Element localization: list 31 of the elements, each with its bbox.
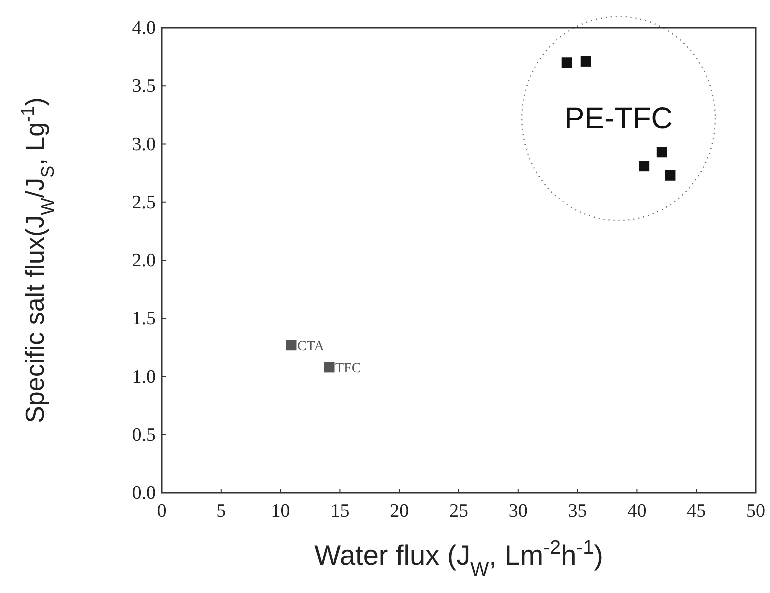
x-tick-label: 45 (687, 501, 706, 522)
y-tick-label: 2.0 (132, 250, 156, 272)
x-tick-label: 5 (216, 501, 226, 522)
y-tick-label: 0.0 (132, 483, 156, 504)
x-tick-label: 25 (450, 501, 468, 522)
y-tick-label: 2.5 (132, 192, 156, 214)
y-tick-label: 4.0 (132, 18, 156, 39)
series-label: TFC (336, 361, 362, 376)
x-axis-title: Water flux (J$_{W}$, Lm$^{-2}$h$^{-1}$) (314, 537, 604, 581)
point (656, 147, 668, 158)
y-tick-label: 1.0 (132, 366, 156, 388)
x-tick-label: 10 (271, 501, 290, 522)
x-tick-label: 15 (330, 501, 350, 522)
point (324, 362, 335, 373)
x-tick-label: 35 (568, 501, 588, 522)
point (639, 161, 650, 172)
y-tick-label: 1.5 (132, 308, 156, 330)
x-tick-label: 0 (157, 501, 167, 522)
x-tick-label: 20 (390, 501, 410, 522)
y-tick-label: 3.5 (132, 76, 156, 98)
x-tick-label: 40 (628, 501, 647, 522)
point (580, 56, 592, 67)
point (286, 340, 297, 351)
point (665, 170, 676, 181)
y-tick-label: 3.0 (132, 134, 156, 156)
series-label: PE-TFC (564, 102, 673, 136)
point (562, 58, 572, 68)
x-tick-label: 50 (746, 501, 766, 522)
series-label: CTA (297, 339, 326, 354)
y-tick-label: 0.5 (132, 424, 156, 446)
x-tick-label: 30 (508, 501, 528, 522)
